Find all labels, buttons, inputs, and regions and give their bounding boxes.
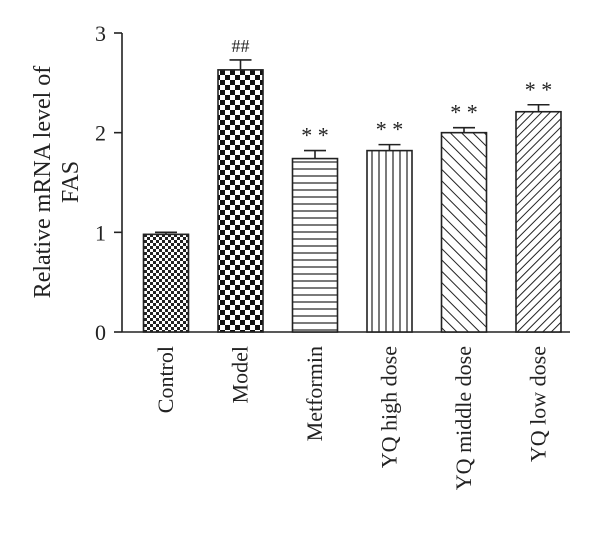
x-tick-label-group: Control — [153, 346, 178, 413]
x-tick-label-group: YQ high dose — [377, 346, 402, 468]
y-axis-label-line-2: FAS — [58, 161, 84, 203]
significance-marker: * * — [301, 123, 329, 148]
significance-marker: * * — [376, 117, 404, 142]
x-tick-label: Metformin — [302, 346, 327, 441]
bar — [366, 149, 413, 333]
bar — [217, 69, 264, 333]
bar — [515, 110, 562, 333]
bar — [440, 131, 488, 333]
x-tick-label-group: YQ low dose — [526, 346, 551, 462]
x-tick-label: Control — [153, 346, 178, 413]
y-tick-label: 3 — [95, 21, 106, 46]
x-tick-label: YQ low dose — [526, 346, 551, 462]
x-tick-label-group: Metformin — [302, 346, 327, 441]
significance-marker: * * — [450, 100, 478, 125]
x-tick-label: Model — [228, 346, 253, 403]
y-tick-label: 1 — [95, 220, 106, 245]
bar — [291, 157, 339, 333]
y-axis-label-line-1: Relative mRNA level of — [30, 66, 56, 299]
y-tick-label: 0 — [95, 320, 106, 345]
y-axis-label: Relative mRNA level of FAS — [30, 66, 84, 299]
x-tick-label-group: YQ middle dose — [451, 346, 476, 490]
bar — [142, 233, 190, 333]
bars — [142, 59, 562, 333]
y-tick-label: 2 — [95, 121, 106, 146]
significance-marker: ## — [232, 36, 250, 56]
axes: 0 1 2 3 — [95, 21, 570, 345]
x-tick-label-group: Model — [228, 346, 253, 403]
x-tick-label: YQ middle dose — [451, 346, 476, 490]
significance-marker: * * — [525, 77, 553, 102]
significance-markers: ## * * * * * * * * — [232, 36, 553, 148]
x-tick-labels: Control Model Metformin YQ high dose YQ midd… — [153, 346, 551, 490]
x-tick-label: YQ high dose — [377, 346, 402, 468]
